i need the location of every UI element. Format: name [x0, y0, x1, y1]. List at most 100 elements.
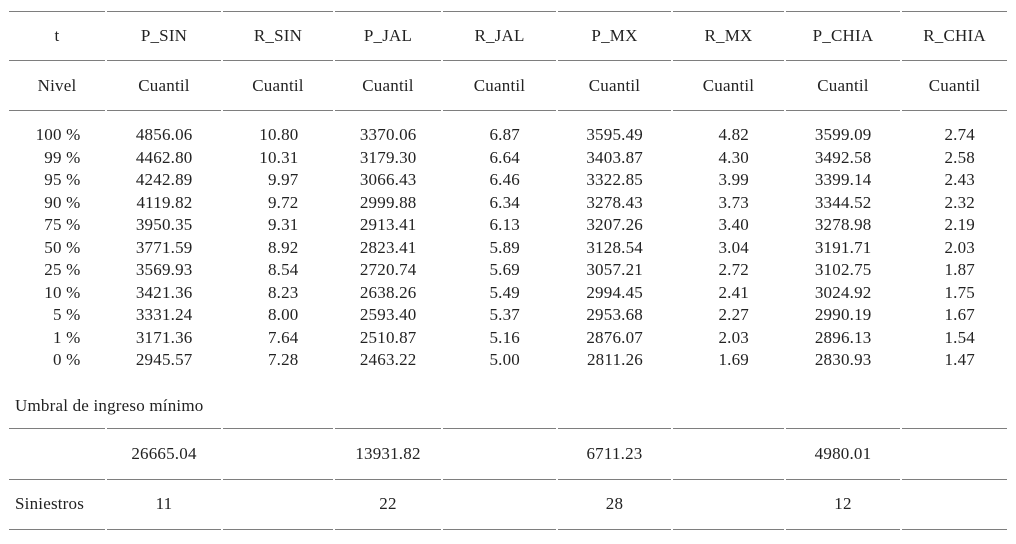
- column-header-p_sin: P_SIN: [107, 11, 221, 61]
- quantile-cell: 2945.57: [107, 349, 221, 384]
- cell-value: 2830.93: [814, 350, 872, 370]
- cell-value: 3179.30: [359, 147, 417, 167]
- empty-cell: [223, 427, 333, 480]
- cell-value: 5 %: [52, 305, 81, 325]
- column-header-p_chia: P_CHIA: [786, 11, 900, 61]
- quantile-cell: 5.16: [443, 327, 556, 350]
- quantile-table: t P_SIN R_SIN P_JAL R_JAL P_MX R_MX P_CHIA R_CHI…: [7, 11, 1009, 530]
- cell-value: 1.69: [718, 350, 749, 370]
- cell-value: 3771.59: [135, 237, 193, 257]
- quantile-cell: 2994.45: [558, 282, 671, 305]
- quantile-cell: 2990.19: [786, 304, 900, 327]
- quantile-cell: 3024.92: [786, 282, 900, 305]
- quantile-cell: 2.74: [902, 111, 1007, 147]
- quantile-cell: 2.03: [902, 237, 1007, 260]
- column-header-r_chia: R_CHIA: [902, 11, 1007, 61]
- quantile-cell: 3569.93: [107, 259, 221, 282]
- quantile-cell: 1.87: [902, 259, 1007, 282]
- quantile-rows: 100 % 4856.06 10.80 3370.06 6.87 3595.49 4.82 3…: [9, 111, 1007, 384]
- quantile-cell: 8.00: [223, 304, 333, 327]
- quantile-cell: 6.46: [443, 169, 556, 192]
- header-row: t P_SIN R_SIN P_JAL R_JAL P_MX R_MX P_CHIA R_CHI…: [9, 11, 1007, 61]
- cell-value: 0 %: [52, 350, 81, 370]
- cell-value: 5.16: [489, 327, 520, 347]
- quantile-cell: 2.58: [902, 147, 1007, 170]
- quantile-cell: 3.40: [673, 214, 784, 237]
- quantile-cell: 3191.71: [786, 237, 900, 260]
- cell-value: 6.64: [489, 147, 520, 167]
- cell-value: 1 %: [52, 327, 81, 347]
- cell-value: 2896.13: [814, 327, 872, 347]
- quantile-cell: 2896.13: [786, 327, 900, 350]
- quantile-cell: 1.75: [902, 282, 1007, 305]
- quantile-cell: 3102.75: [786, 259, 900, 282]
- cell-value: 9.72: [267, 192, 299, 212]
- quantile-cell: 2.19: [902, 214, 1007, 237]
- quantile-cell: 3.73: [673, 192, 784, 215]
- quantile-cell: 9.97: [223, 169, 333, 192]
- quantile-cell: 9.31: [223, 214, 333, 237]
- quantile-cell: 7.28: [223, 349, 333, 384]
- quantile-cell: 10.80: [223, 111, 333, 147]
- empty-cell: [673, 480, 784, 530]
- subheader-cuantil: Cuantil: [786, 61, 900, 111]
- quantile-cell: 2.43: [902, 169, 1007, 192]
- cell-value: 2.03: [944, 237, 975, 257]
- cell-value: 3331.24: [135, 305, 193, 325]
- subheader-nivel: Nivel: [9, 61, 105, 111]
- cell-value: 4.30: [718, 147, 749, 167]
- level-cell: 25 %: [9, 259, 105, 282]
- umbral-value-cell: 13931.82: [335, 427, 441, 480]
- cell-value: 95 %: [44, 170, 81, 190]
- cell-value: 5.37: [489, 305, 520, 325]
- cell-value: 5.49: [489, 282, 520, 302]
- cell-value: 2.19: [944, 215, 975, 235]
- quantile-cell: 3179.30: [335, 147, 441, 170]
- level-cell: 100 %: [9, 111, 105, 147]
- quantile-cell: 2823.41: [335, 237, 441, 260]
- quantile-cell: 4856.06: [107, 111, 221, 147]
- quantile-row: 100 % 4856.06 10.80 3370.06 6.87 3595.49 4.82 3…: [9, 111, 1007, 147]
- cell-value: 2811.26: [586, 350, 643, 370]
- cell-value: 1.67: [944, 305, 975, 325]
- cell-value: 6.34: [489, 192, 520, 212]
- cell-value: 2823.41: [359, 237, 417, 257]
- quantile-row: 75 % 3950.35 9.31 2913.41 6.13 3207.26 3.40 327…: [9, 214, 1007, 237]
- cell-value: 2.43: [944, 170, 975, 190]
- quantile-cell: 8.92: [223, 237, 333, 260]
- empty-cell: [902, 480, 1007, 530]
- cell-value: 3278.43: [586, 192, 643, 212]
- quantile-cell: 8.54: [223, 259, 333, 282]
- quantile-row: 90 % 4119.82 9.72 2999.88 6.34 3278.43 3.73 334…: [9, 192, 1007, 215]
- cell-value: 3950.35: [135, 215, 193, 235]
- cell-value: 3322.85: [586, 170, 643, 190]
- quantile-cell: 3344.52: [786, 192, 900, 215]
- cell-value: 10.80: [259, 125, 299, 145]
- cell-value: 75 %: [44, 215, 81, 235]
- umbral-value-cell: 4980.01: [786, 427, 900, 480]
- cell-value: 3066.43: [359, 170, 417, 190]
- subheader-cuantil: Cuantil: [335, 61, 441, 111]
- cell-value: 3344.52: [814, 192, 872, 212]
- cell-value: 4.82: [718, 125, 749, 145]
- cell-value: 4119.82: [136, 192, 193, 212]
- cell-value: 2.72: [718, 260, 749, 280]
- level-cell: 0 %: [9, 349, 105, 384]
- quantile-cell: 1.54: [902, 327, 1007, 350]
- quantile-cell: 10.31: [223, 147, 333, 170]
- empty-cell: [902, 427, 1007, 480]
- siniestros-value-cell: 22: [335, 480, 441, 530]
- level-cell: 95 %: [9, 169, 105, 192]
- quantile-cell: 2510.87: [335, 327, 441, 350]
- umbral-value-cell: 6711.23: [558, 427, 671, 480]
- cell-value: 1.54: [944, 327, 975, 347]
- cell-value: 6.13: [489, 215, 520, 235]
- quantile-cell: 2.41: [673, 282, 784, 305]
- quantile-cell: 3331.24: [107, 304, 221, 327]
- empty-cell: [443, 427, 556, 480]
- cell-value: 6.87: [489, 125, 520, 145]
- cell-value: 9.97: [267, 170, 299, 190]
- quantile-cell: 7.64: [223, 327, 333, 350]
- quantile-cell: 3403.87: [558, 147, 671, 170]
- cell-value: 3595.49: [586, 125, 643, 145]
